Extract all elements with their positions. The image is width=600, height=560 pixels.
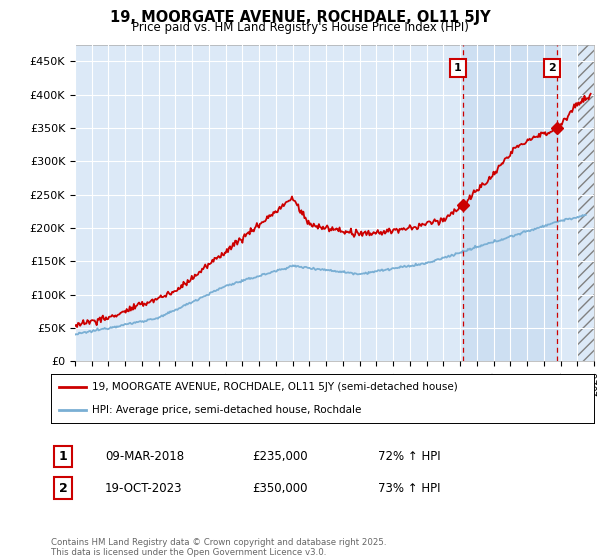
- Bar: [463, 45, 557, 361]
- Text: 09-MAR-2018: 09-MAR-2018: [105, 450, 184, 463]
- Bar: [577, 28, 600, 361]
- Text: 19, MOORGATE AVENUE, ROCHDALE, OL11 5JY: 19, MOORGATE AVENUE, ROCHDALE, OL11 5JY: [110, 10, 490, 25]
- Text: 1: 1: [59, 450, 67, 463]
- Text: 2: 2: [59, 482, 67, 495]
- Text: 19, MOORGATE AVENUE, ROCHDALE, OL11 5JY (semi-detached house): 19, MOORGATE AVENUE, ROCHDALE, OL11 5JY …: [92, 382, 457, 393]
- Text: 2: 2: [548, 63, 556, 73]
- Text: HPI: Average price, semi-detached house, Rochdale: HPI: Average price, semi-detached house,…: [92, 405, 361, 416]
- Text: £235,000: £235,000: [252, 450, 308, 463]
- Text: Contains HM Land Registry data © Crown copyright and database right 2025.
This d: Contains HM Land Registry data © Crown c…: [51, 538, 386, 557]
- Text: £350,000: £350,000: [252, 482, 308, 495]
- Text: 1: 1: [454, 63, 462, 73]
- Text: 19-OCT-2023: 19-OCT-2023: [105, 482, 182, 495]
- Text: 73% ↑ HPI: 73% ↑ HPI: [378, 482, 440, 495]
- Text: Price paid vs. HM Land Registry's House Price Index (HPI): Price paid vs. HM Land Registry's House …: [131, 21, 469, 34]
- Text: 72% ↑ HPI: 72% ↑ HPI: [378, 450, 440, 463]
- Bar: [577, 45, 600, 361]
